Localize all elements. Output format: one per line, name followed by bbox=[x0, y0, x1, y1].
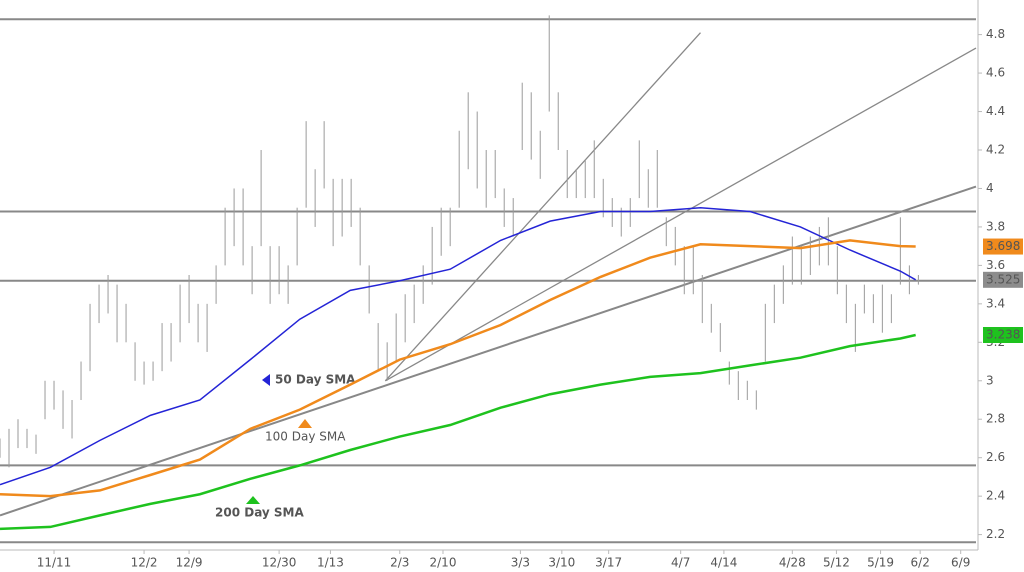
moving-average-line bbox=[0, 239, 916, 498]
y-tick-label: 4.4 bbox=[986, 104, 1005, 118]
x-tick-label: 3/3 bbox=[511, 556, 530, 570]
x-tick-label: 5/12 bbox=[823, 556, 850, 570]
y-tick-label: 3.6 bbox=[986, 258, 1005, 272]
last-value-box bbox=[983, 271, 1023, 288]
trend-line bbox=[0, 185, 977, 517]
annotation-marker bbox=[246, 496, 260, 504]
y-tick-label: 4.8 bbox=[986, 27, 1005, 41]
last-value-label: 3.238 bbox=[986, 328, 1020, 342]
y-tick-label: 3.4 bbox=[986, 296, 1005, 310]
last-value-label: 3.525 bbox=[986, 272, 1020, 286]
y-tick-label: 2.6 bbox=[986, 450, 1005, 464]
annotation-marker bbox=[298, 419, 312, 428]
last-value-box bbox=[983, 327, 1023, 343]
y-tick-label: 4.2 bbox=[986, 143, 1005, 157]
y-tick-label: 2.2 bbox=[986, 527, 1005, 541]
y-tick-label: 3 bbox=[986, 373, 994, 387]
y-tick-label: 4 bbox=[986, 181, 994, 195]
trend-line bbox=[384, 32, 701, 382]
x-tick-label: 2/3 bbox=[390, 556, 409, 570]
trend-line bbox=[385, 47, 977, 382]
x-tick-label: 4/14 bbox=[710, 556, 737, 570]
x-tick-label: 6/2 bbox=[911, 556, 930, 570]
annotation-label: 100 Day SMA bbox=[265, 430, 346, 444]
x-tick-label: 2/10 bbox=[430, 556, 457, 570]
x-tick-label: 12/9 bbox=[176, 556, 203, 570]
moving-average-line bbox=[0, 333, 916, 531]
x-tick-label: 1/13 bbox=[317, 556, 344, 570]
y-tick-label: 2.8 bbox=[986, 412, 1005, 426]
x-tick-label: 3/10 bbox=[548, 556, 575, 570]
last-value-label: 3.698 bbox=[986, 239, 1020, 253]
x-tick-label: 6/9 bbox=[951, 556, 970, 570]
x-tick-label: 12/30 bbox=[262, 556, 297, 570]
y-tick-label: 3.8 bbox=[986, 219, 1005, 233]
y-tick-label: 2.4 bbox=[986, 489, 1005, 503]
annotation-label: 50 Day SMA bbox=[275, 373, 356, 387]
annotation-label: 200 Day SMA bbox=[215, 506, 305, 520]
annotation-marker bbox=[262, 374, 270, 386]
x-tick-label: 11/11 bbox=[37, 556, 72, 570]
x-tick-label: 4/7 bbox=[671, 556, 690, 570]
x-tick-label: 12/2 bbox=[131, 556, 158, 570]
moving-average-line bbox=[0, 206, 917, 486]
y-tick-label: 4.6 bbox=[986, 66, 1005, 80]
x-tick-label: 5/19 bbox=[867, 556, 894, 570]
x-tick-label: 4/28 bbox=[779, 556, 806, 570]
last-value-box bbox=[983, 238, 1023, 255]
x-tick-label: 3/17 bbox=[595, 556, 622, 570]
